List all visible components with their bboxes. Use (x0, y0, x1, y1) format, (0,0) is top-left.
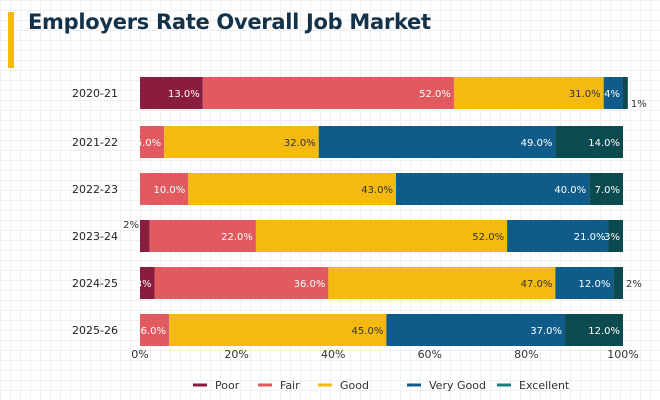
bar-segment-very-good (395, 173, 590, 205)
bar-segment-very-good (555, 267, 614, 299)
bar-segment-good (168, 314, 387, 346)
data-label: 14.0% (588, 138, 620, 149)
data-label: 36.0% (294, 279, 326, 290)
bar-segment-fair (140, 314, 169, 346)
bar-segment-fair (149, 220, 256, 252)
data-label: 3% (136, 279, 152, 290)
data-label: 49.0% (521, 138, 553, 149)
bar-segment-good (453, 77, 604, 109)
category-label: 2023-24 (72, 230, 118, 243)
data-label: 52.0% (472, 232, 504, 243)
x-tick-label: 40% (321, 348, 345, 361)
data-label: 12.0% (579, 279, 611, 290)
x-tick-label: 20% (224, 348, 248, 361)
category-label: 2020-21 (72, 87, 118, 100)
data-label: 40.0% (554, 185, 586, 196)
bar-segment-poor (140, 267, 155, 299)
legend-label: Poor (215, 379, 240, 392)
data-label: 45.0% (352, 326, 384, 337)
category-label: 2022-23 (72, 183, 118, 196)
x-tick-label: 60% (418, 348, 442, 361)
bar-segment-good (255, 220, 508, 252)
data-label: 12.0% (588, 326, 620, 337)
bar-segment-good (164, 126, 319, 158)
x-tick-label: 100% (607, 348, 638, 361)
data-label: 13.0% (168, 89, 200, 100)
data-label: 2% (626, 279, 642, 290)
x-tick-label: 80% (514, 348, 538, 361)
data-label: 31.0% (569, 89, 601, 100)
data-label: 37.0% (530, 326, 562, 337)
bar-segment-very-good (507, 220, 609, 252)
bar-segment-excellent (613, 267, 623, 299)
category-label: 2024-25 (72, 277, 118, 290)
legend-label: Excellent (519, 379, 570, 392)
x-tick-label: 0% (131, 348, 148, 361)
data-label: 21.0% (574, 232, 606, 243)
bar-segment-fair (154, 267, 329, 299)
bar-segment-excellent (608, 220, 623, 252)
bar-segment-very-good (603, 77, 623, 109)
data-label: 3% (604, 232, 620, 243)
bar-segment-good (328, 267, 556, 299)
bar-segment-good (188, 173, 396, 205)
data-label: 43.0% (361, 185, 393, 196)
title-accent-bar (8, 12, 14, 68)
data-label: 4% (604, 89, 620, 100)
data-label: 2% (123, 220, 139, 231)
bar-segment-excellent (565, 314, 623, 346)
category-label: 2025-26 (72, 324, 118, 337)
data-label: 47.0% (521, 279, 553, 290)
data-label: 10.0% (154, 185, 186, 196)
data-label: 7.0% (595, 185, 620, 196)
data-label: 5.0% (136, 138, 161, 149)
bar-segment-fair (202, 77, 454, 109)
bar-segment-excellent (555, 126, 623, 158)
data-label: 32.0% (284, 138, 316, 149)
bar-segment-poor (140, 77, 203, 109)
bar-segment-very-good (386, 314, 566, 346)
data-label: 1% (631, 99, 647, 110)
bar-segment-fair (140, 173, 189, 205)
chart-title: Employers Rate Overall Job Market (28, 10, 431, 34)
data-label: 52.0% (419, 89, 451, 100)
bar-segment-fair (140, 126, 165, 158)
bar-segment-very-good (318, 126, 556, 158)
legend-label: Good (340, 379, 369, 392)
data-label: 6.0% (141, 326, 166, 337)
legend-label: Very Good (429, 379, 486, 392)
bar-segment-excellent (623, 77, 628, 109)
bar-segment-poor (140, 220, 150, 252)
legend-label: Fair (280, 379, 300, 392)
category-label: 2021-22 (72, 136, 118, 149)
data-label: 22.0% (221, 232, 253, 243)
bar-segment-excellent (589, 173, 623, 205)
